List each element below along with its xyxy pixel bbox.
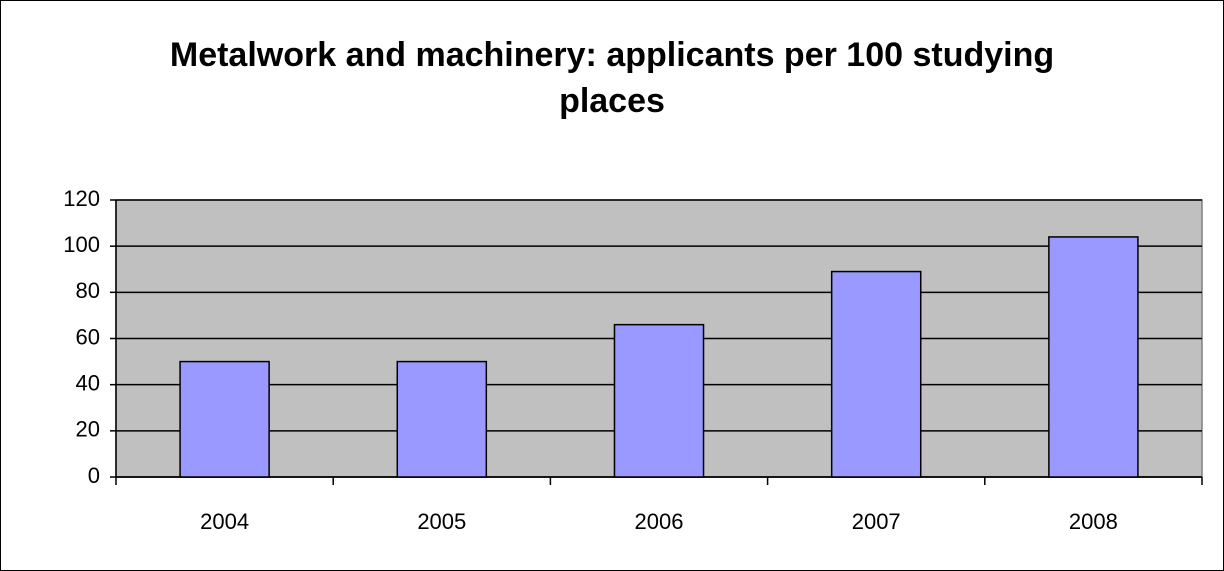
- x-tick-label: 2008: [1069, 509, 1118, 534]
- x-tick-label: 2006: [635, 509, 684, 534]
- y-tick-label: 80: [76, 278, 100, 303]
- y-tick-label: 60: [76, 324, 100, 349]
- bar: [613, 323, 705, 478]
- x-tick-label: 2005: [417, 509, 466, 534]
- bar: [179, 360, 270, 478]
- y-tick-label: 120: [63, 186, 100, 211]
- y-tick-label: 100: [63, 232, 100, 257]
- bar: [830, 270, 922, 478]
- bar: [1048, 236, 1139, 478]
- y-tick-label: 20: [76, 417, 100, 442]
- y-tick-label: 40: [76, 370, 100, 395]
- bar: [396, 360, 488, 478]
- y-tick-label: 0: [88, 463, 100, 488]
- chart-title: Metalwork and machinery: applicants per …: [169, 36, 1055, 120]
- x-tick-label: 2004: [200, 509, 249, 534]
- x-tick-label: 2007: [852, 509, 901, 534]
